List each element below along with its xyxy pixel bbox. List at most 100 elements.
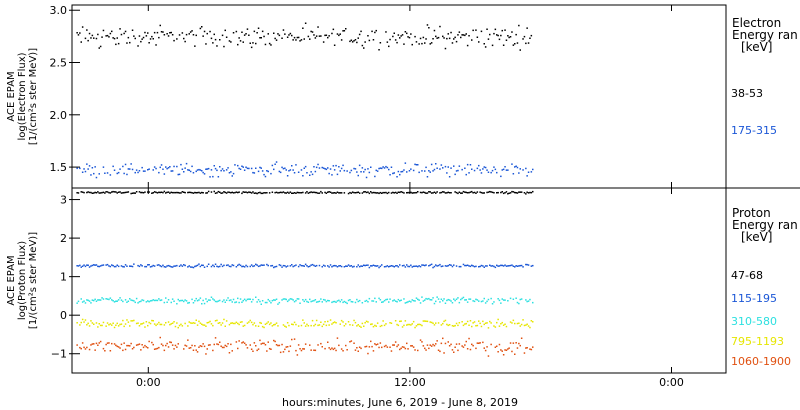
data-point bbox=[87, 168, 89, 170]
data-point bbox=[526, 347, 528, 349]
data-point bbox=[479, 265, 481, 268]
data-point bbox=[336, 266, 339, 268]
data-point bbox=[238, 301, 240, 304]
data-point bbox=[252, 323, 254, 326]
data-point bbox=[199, 265, 202, 268]
data-point bbox=[516, 301, 519, 304]
data-point bbox=[367, 191, 369, 193]
data-point bbox=[327, 265, 329, 267]
data-point bbox=[473, 300, 476, 303]
data-point bbox=[443, 352, 445, 354]
data-point bbox=[266, 322, 268, 325]
data-point bbox=[171, 266, 174, 268]
data-point bbox=[249, 298, 251, 300]
data-point bbox=[482, 341, 484, 344]
data-point bbox=[493, 166, 495, 168]
data-point bbox=[532, 346, 534, 348]
data-point bbox=[357, 264, 359, 266]
data-point bbox=[149, 322, 152, 325]
data-point bbox=[133, 346, 135, 349]
data-point bbox=[491, 303, 494, 305]
data-point bbox=[284, 33, 286, 35]
data-point bbox=[399, 264, 401, 266]
series-310-580 bbox=[76, 296, 534, 305]
data-point bbox=[165, 344, 167, 347]
data-point bbox=[454, 299, 456, 302]
data-point bbox=[396, 323, 398, 326]
data-point bbox=[388, 45, 390, 48]
data-point bbox=[207, 190, 210, 193]
data-point bbox=[101, 324, 103, 327]
data-point bbox=[399, 173, 401, 176]
data-point bbox=[297, 298, 300, 300]
y-axis-label-line: ACE EPAM bbox=[6, 71, 17, 121]
data-point bbox=[401, 170, 404, 173]
y-axis-label-line: [1/(cm²s ster MeV)] bbox=[28, 232, 39, 329]
data-point bbox=[390, 322, 393, 324]
data-point bbox=[428, 191, 430, 193]
data-point bbox=[462, 263, 465, 266]
data-point bbox=[271, 191, 274, 193]
data-point bbox=[225, 299, 228, 301]
data-point bbox=[455, 170, 458, 172]
data-point bbox=[238, 191, 240, 193]
data-point bbox=[453, 38, 455, 40]
data-point bbox=[246, 28, 249, 30]
data-point bbox=[408, 36, 411, 39]
data-point bbox=[500, 302, 502, 304]
data-point bbox=[375, 301, 377, 303]
data-point bbox=[268, 192, 271, 194]
data-point bbox=[303, 265, 305, 267]
data-point bbox=[325, 168, 328, 171]
data-point bbox=[173, 265, 175, 267]
data-point bbox=[126, 265, 128, 267]
data-point bbox=[228, 172, 231, 174]
data-point bbox=[93, 299, 95, 302]
data-point bbox=[243, 34, 246, 36]
data-point bbox=[108, 342, 110, 344]
data-point bbox=[400, 171, 402, 173]
data-point bbox=[422, 300, 425, 302]
data-point bbox=[401, 34, 404, 36]
data-point bbox=[159, 191, 161, 194]
data-point bbox=[259, 191, 261, 194]
data-point bbox=[310, 264, 312, 266]
data-point bbox=[210, 323, 213, 325]
data-point bbox=[461, 297, 463, 300]
data-point bbox=[357, 174, 359, 177]
data-point bbox=[88, 32, 91, 35]
data-point bbox=[340, 348, 343, 350]
data-point bbox=[462, 324, 465, 327]
y-axis-label-line: log(Proton Flux) bbox=[17, 241, 28, 320]
data-point bbox=[134, 192, 136, 194]
data-point bbox=[171, 191, 174, 194]
data-point bbox=[207, 344, 210, 346]
data-point bbox=[202, 324, 204, 326]
data-point bbox=[206, 265, 208, 268]
data-point bbox=[469, 348, 472, 351]
data-point bbox=[223, 318, 225, 321]
data-point bbox=[518, 172, 520, 174]
data-point bbox=[156, 192, 159, 194]
data-point bbox=[514, 353, 516, 355]
data-point bbox=[390, 350, 393, 352]
data-point bbox=[108, 298, 110, 301]
data-point bbox=[234, 164, 236, 166]
data-point bbox=[163, 324, 166, 326]
data-point bbox=[148, 340, 150, 343]
data-point bbox=[194, 265, 196, 268]
data-point bbox=[453, 264, 455, 266]
data-point bbox=[292, 169, 294, 171]
data-point bbox=[153, 299, 156, 302]
data-point bbox=[443, 320, 445, 323]
data-point bbox=[243, 191, 246, 193]
data-point bbox=[253, 30, 256, 33]
data-point bbox=[178, 192, 181, 194]
data-point bbox=[295, 264, 297, 266]
data-point bbox=[372, 325, 375, 328]
data-point bbox=[361, 167, 364, 169]
data-point bbox=[214, 38, 217, 41]
data-point bbox=[115, 265, 117, 268]
data-point bbox=[410, 191, 412, 194]
data-point bbox=[307, 35, 310, 38]
